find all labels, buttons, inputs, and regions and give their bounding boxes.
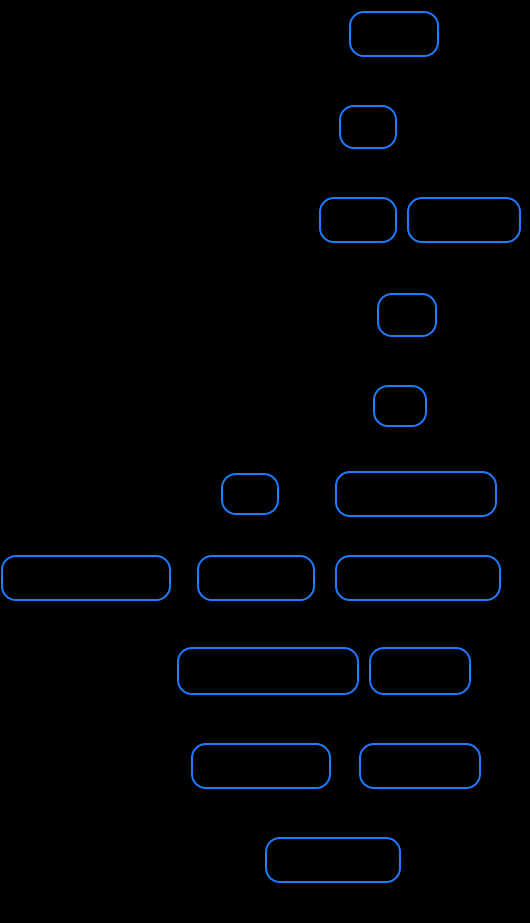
diagram-node — [336, 472, 496, 516]
diagram-node — [198, 556, 314, 600]
diagram-node — [370, 648, 470, 694]
diagram-node — [360, 744, 480, 788]
diagram-node — [350, 12, 438, 56]
diagram-node — [374, 386, 426, 426]
node-diagram — [0, 0, 530, 923]
diagram-node — [320, 198, 396, 242]
diagram-node — [266, 838, 400, 882]
diagram-node — [192, 744, 330, 788]
diagram-node — [336, 556, 500, 600]
diagram-node — [178, 648, 358, 694]
diagram-node — [340, 106, 396, 148]
diagram-node — [408, 198, 520, 242]
diagram-node — [378, 294, 436, 336]
diagram-node — [222, 474, 278, 514]
diagram-node — [2, 556, 170, 600]
